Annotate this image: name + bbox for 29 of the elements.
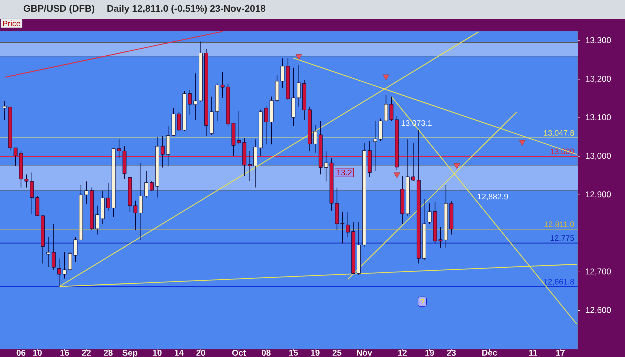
x-tick-label: 14: [175, 350, 184, 356]
x-tick-label: 23: [447, 350, 456, 356]
x-tick-label: 15: [289, 350, 298, 356]
y-tick-label: 12,900: [586, 192, 612, 199]
x-tick-label: 20: [196, 350, 206, 356]
x-tick-label: 28: [104, 350, 113, 356]
x-tick-label: 17: [556, 350, 565, 356]
chart-subtitle: Daily 12,811.0 (-0.51%) 23-Nov-2018: [108, 5, 266, 14]
y-tick-label: 13,300: [586, 37, 612, 44]
x-tick-label: 16: [60, 350, 70, 356]
x-tick-label: 10: [153, 350, 162, 356]
chart-title: GBP/USD (DFB): [24, 5, 95, 14]
x-tick-label: 25: [332, 350, 342, 356]
x-tick-label: 11: [529, 350, 538, 356]
y-tick-label: 12,700: [586, 268, 612, 276]
x-tick-label: Nov: [357, 350, 372, 356]
y-tick-label: 12,600: [586, 307, 612, 314]
x-tick-label: 12: [398, 350, 407, 356]
x-tick-label: 10: [33, 350, 42, 356]
x-tick-label: 19: [311, 350, 320, 356]
y-tick-label: 13,000: [586, 153, 612, 160]
x-tick-label: 06: [16, 350, 26, 356]
x-tick-label: 08: [262, 350, 271, 356]
x-tick-label: 22: [82, 350, 91, 356]
y-tick-label: 13,200: [586, 76, 612, 83]
x-tick-label: Oct: [232, 350, 246, 356]
x-tick-label: Dec: [482, 350, 498, 356]
y-tick-label: 13,100: [586, 114, 612, 122]
x-tick-label: 19: [426, 350, 434, 356]
